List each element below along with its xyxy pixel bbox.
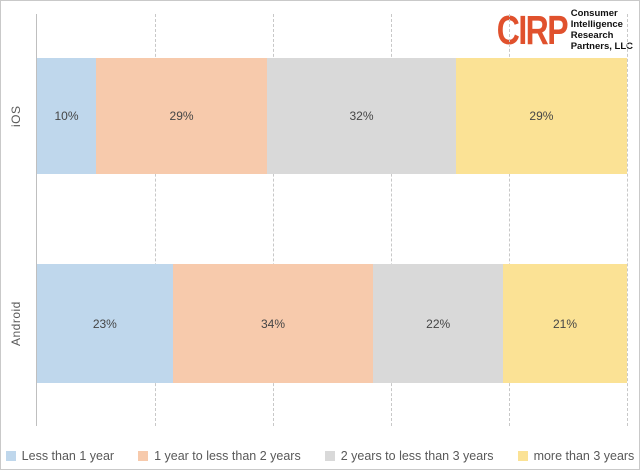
segment-value-label: 34% [260,316,285,331]
gridline-80 [509,14,510,426]
segment-value-label: 32% [349,109,374,123]
bar-segment: 23% [37,264,173,383]
segment-value-label: 29% [529,109,554,123]
logo-line: Partners, LLC [570,40,633,52]
gridline-40 [273,14,274,426]
gridline-60 [391,14,392,426]
legend-label: 1 year to less than 2 years [154,449,301,463]
bar-segment: 21% [503,264,627,383]
cirp-logo-text: CIRP [496,7,569,54]
segment-value-label: 29% [169,109,194,123]
logo-line: Research [570,29,614,41]
legend-label: 2 years to less than 3 years [340,449,494,463]
legend: Less than 1 year 1 year to less than 2 ye… [1,449,639,463]
legend-label: Less than 1 year [21,449,115,463]
bar-row-ios: iOS 10% 29% 32% 29% [9,58,627,174]
logo-line: Consumer [570,8,618,19]
legend-swatch-icon [138,451,149,461]
segment-value-label: 22% [426,316,451,331]
bar-segment: 32% [267,58,456,174]
legend-swatch-icon [324,451,335,461]
bar-row-android: Android 23% 34% 22% 21% [9,264,627,383]
category-label-android: Android [9,301,23,346]
bar-segment: 34% [172,264,374,383]
legend-label: more than 3 years [533,449,635,463]
bar-segment: 29% [96,58,268,174]
gridline-20 [155,14,156,426]
legend-item: 2 years to less than 3 years [324,449,494,463]
legend-swatch-icon [5,451,16,461]
legend-item: Less than 1 year [5,449,115,463]
plot-area: iOS 10% 29% 32% 29% Android 23% 34% 22% 21% [9,14,628,426]
category-label-ios: iOS [9,105,23,127]
bar-segment: 22% [373,264,504,383]
bar-segment: 29% [455,58,627,174]
legend-swatch-icon [517,451,528,461]
gridline-100 [627,14,628,426]
segment-value-label: 23% [92,316,117,331]
cirp-logo: CIRP Consumer Intelligence Research Part… [477,7,633,54]
segment-value-label: 10% [54,109,79,123]
bar-segment: 10% [37,58,96,174]
cirp-logo-subtext: Consumer Intelligence Research Partners,… [570,8,633,53]
segment-value-label: 21% [553,316,578,331]
logo-line: Intelligence [570,18,623,30]
legend-item: 1 year to less than 2 years [138,449,301,463]
legend-item: more than 3 years [517,449,635,463]
